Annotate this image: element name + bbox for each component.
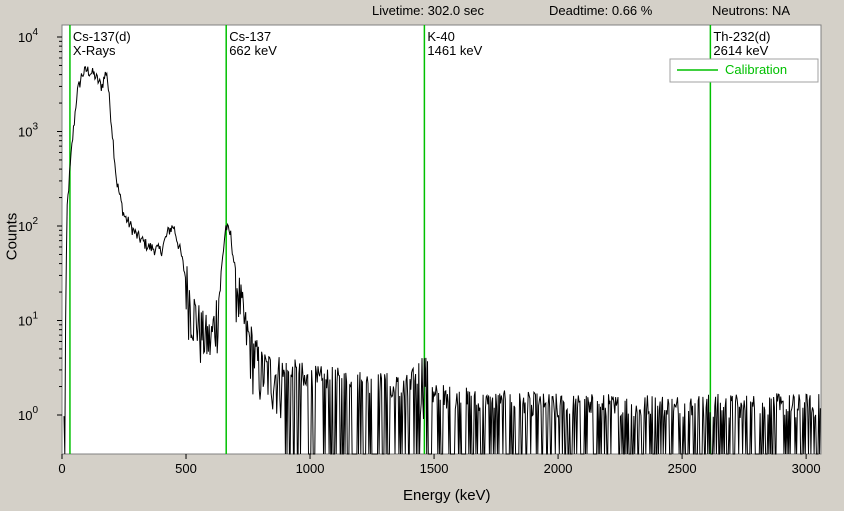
legend: Calibration	[669, 58, 819, 83]
deadtime-readout: Deadtime: 0.66 %	[549, 3, 653, 18]
marker-energy: 2614 keV	[713, 43, 768, 58]
marker-name: K-40	[427, 29, 454, 44]
x-axis-ticks: 0 500 1000 1500 2000 2500 3000	[58, 454, 821, 476]
legend-box	[669, 58, 819, 83]
spectrum-line	[63, 66, 821, 455]
marker-name: Th-232(d)	[713, 29, 770, 44]
x-tick-label: 2000	[544, 461, 573, 476]
y-tick-label: 100	[18, 405, 38, 423]
marker-energy: 1461 keV	[427, 43, 482, 58]
y-axis-ticks: 100 101 102 103 104	[18, 27, 62, 423]
legend-label: Calibration	[725, 62, 787, 77]
x-tick-label: 0	[58, 461, 65, 476]
x-tick-label: 1000	[296, 461, 325, 476]
y-tick-label: 103	[18, 122, 38, 140]
marker-name: Cs-137	[229, 29, 271, 44]
livetime-readout: Livetime: 302.0 sec	[372, 3, 485, 18]
x-tick-label: 500	[175, 461, 197, 476]
x-tick-label: 3000	[792, 461, 821, 476]
y-tick-label: 101	[18, 311, 38, 329]
plot-area[interactable]	[61, 24, 822, 455]
marker-energy: 662 keV	[229, 43, 277, 58]
neutrons-readout: Neutrons: NA	[712, 3, 791, 18]
x-tick-label: 1500	[420, 461, 449, 476]
marker-name: Cs-137(d)	[73, 29, 131, 44]
x-tick-label: 2500	[668, 461, 697, 476]
y-tick-label: 104	[18, 27, 38, 45]
marker-energy: X-Rays	[73, 43, 116, 58]
y-tick-label: 102	[18, 216, 38, 234]
x-axis-title: Energy (keV)	[403, 487, 491, 504]
y-axis-title: Counts	[3, 212, 21, 261]
